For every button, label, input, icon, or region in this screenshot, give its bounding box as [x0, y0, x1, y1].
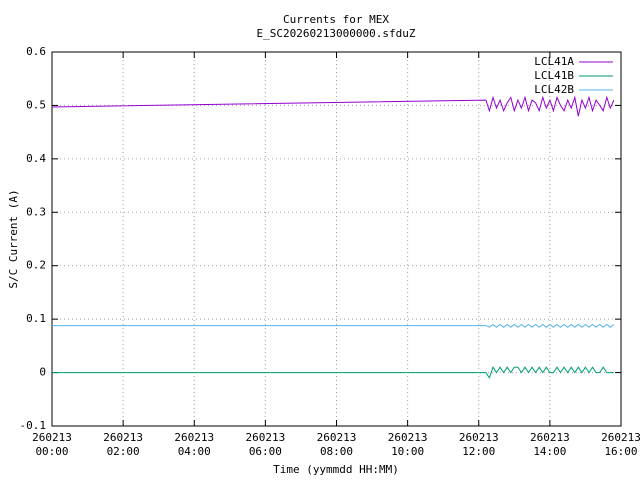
x-tick-label: 260213 10:00 — [387, 431, 428, 458]
series-line — [52, 323, 615, 328]
series-line — [52, 366, 614, 380]
plot-frame — [51, 51, 622, 427]
chart-title: Currents for MEX — [283, 13, 389, 26]
chart-subtitle: E_SC20260213000000.sfduZ — [257, 27, 416, 40]
y-tick-label: 0.2 — [26, 259, 46, 272]
x-tick-label: 260213 02:00 — [103, 431, 143, 458]
x-tick-label: 260213 14:00 — [530, 431, 570, 458]
y-tick-label: 0.1 — [26, 312, 46, 325]
legend-label: LCL42B — [534, 83, 574, 96]
x-tick-label: 260213 16:00 — [601, 431, 640, 458]
legend-label: LCL41B — [534, 69, 574, 82]
x-tick-label: 260213 12:00 — [458, 431, 499, 458]
series-line — [51, 95, 615, 117]
y-tick-label: 0.5 — [26, 98, 46, 111]
y-axis-label: S/C Current (A) — [7, 189, 20, 288]
y-tick-label: 0.6 — [26, 45, 46, 58]
x-tick-label: 260213 06:00 — [245, 431, 286, 458]
y-tick-label: 0 — [39, 366, 46, 379]
x-tick-label: 260213 00:00 — [32, 431, 72, 458]
x-tick-label: 260213 04:00 — [174, 431, 215, 458]
y-tick-label: 0.4 — [26, 152, 46, 165]
y-tick-label: 0.3 — [26, 205, 46, 218]
legend-label: LCL41A — [534, 55, 574, 68]
x-tick-label: 260213 08:00 — [316, 431, 357, 458]
x-axis-label: Time (yymmdd HH:MM) — [273, 463, 399, 476]
y-tick-label: -0.1 — [20, 419, 47, 432]
